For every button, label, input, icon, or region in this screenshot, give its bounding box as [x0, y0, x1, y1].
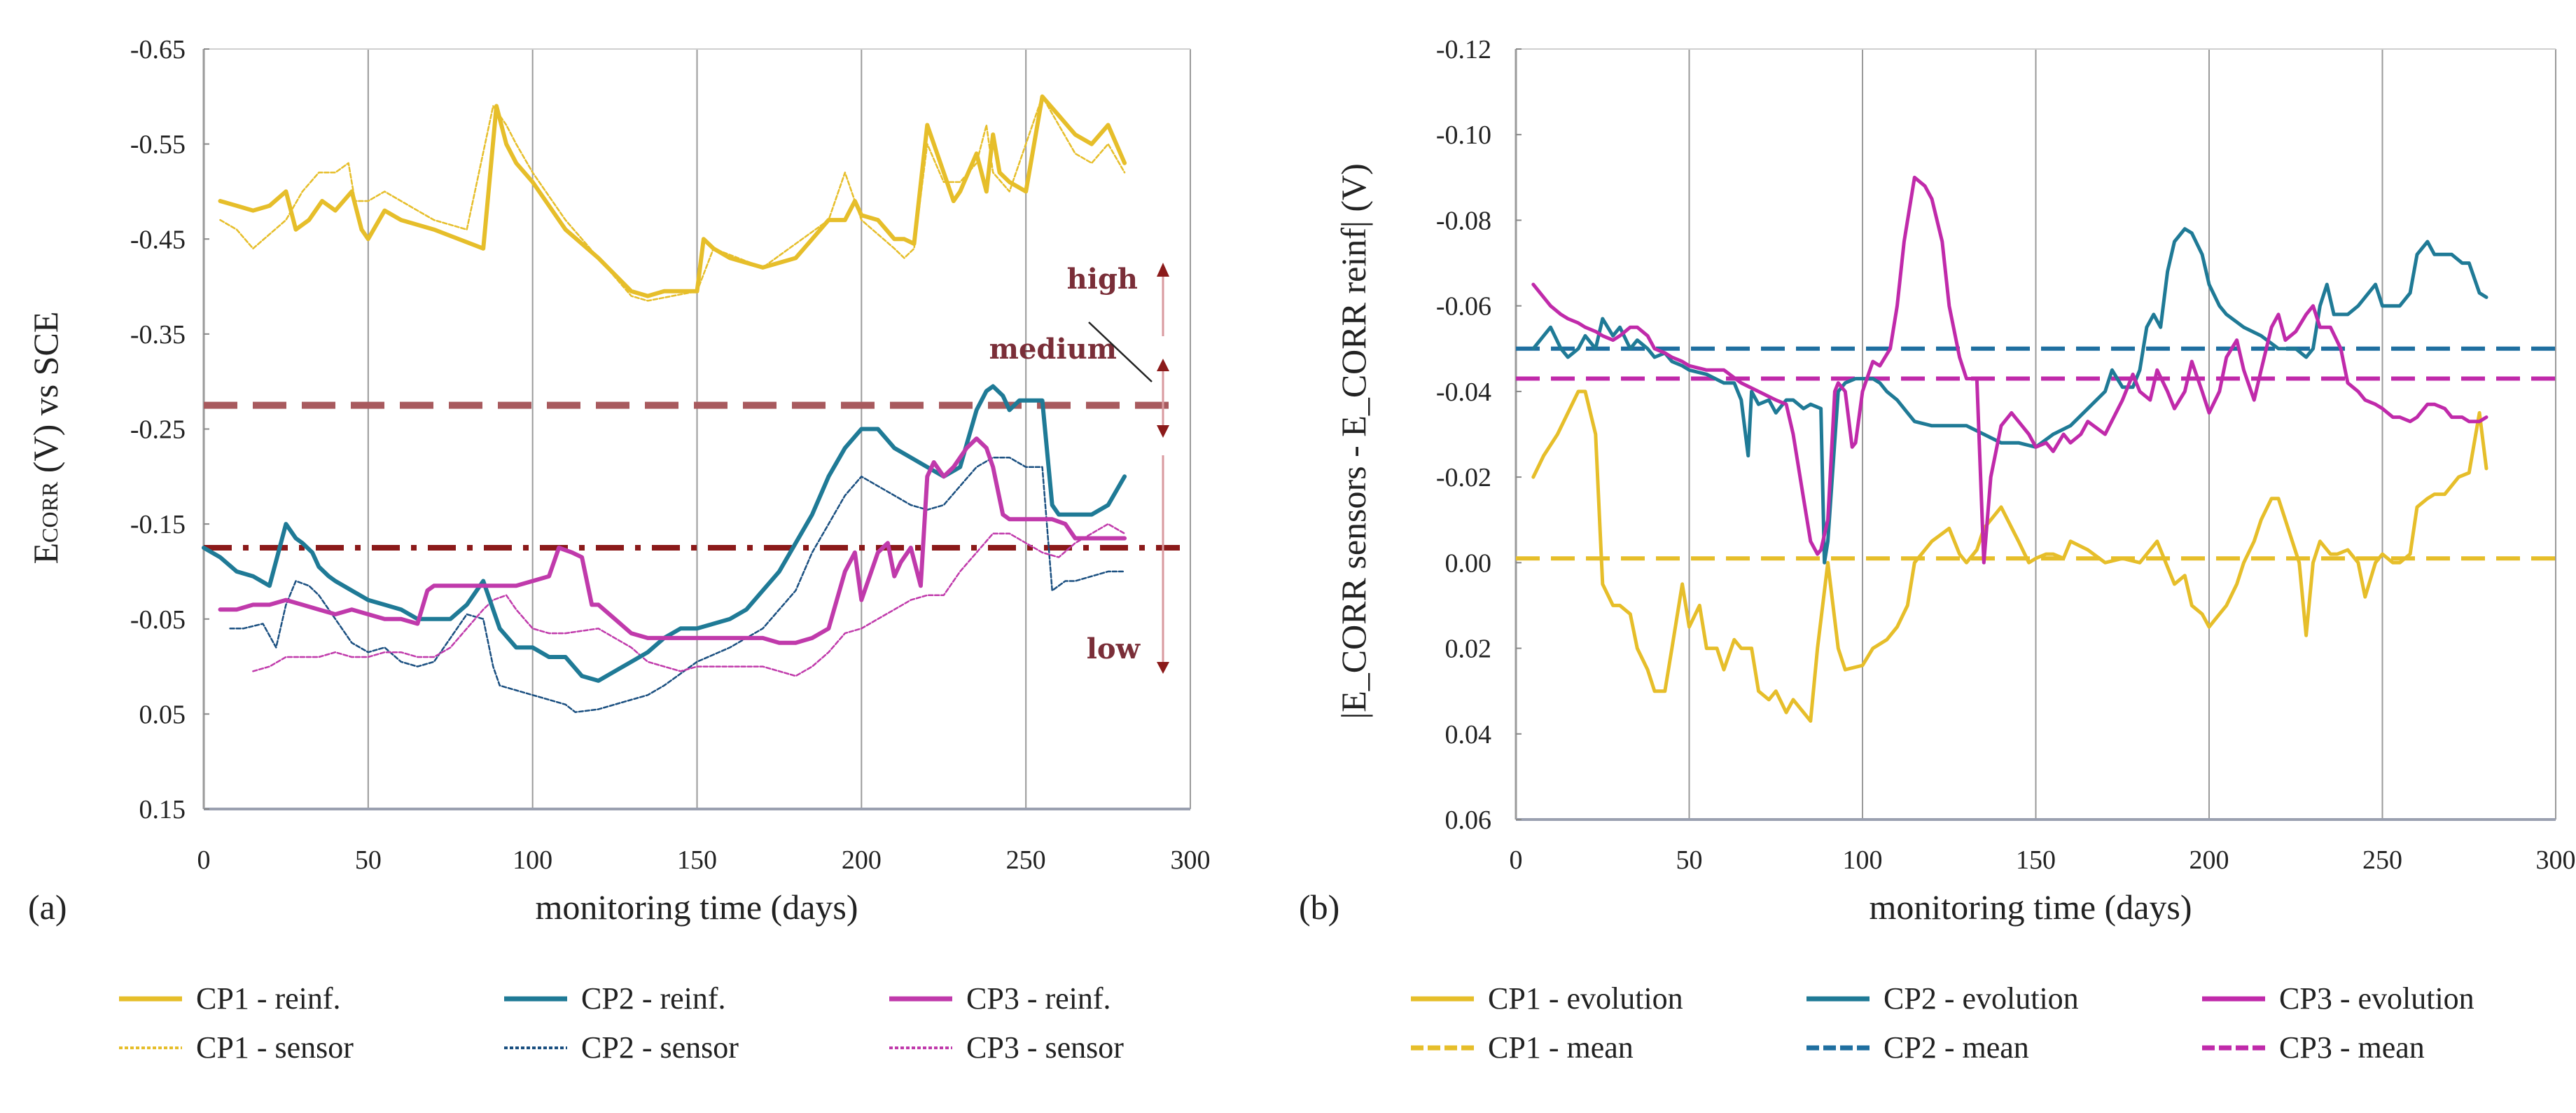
- y-tick-label: -0.55: [130, 130, 186, 160]
- chart-a-y-axis-title: ECORR (V) vs SCE: [26, 312, 65, 565]
- y-tick-label: -0.15: [130, 510, 186, 539]
- x-tick-label: 100: [513, 845, 552, 875]
- y-tick-label: -0.65: [130, 35, 186, 64]
- legend-item: CP2 - sensor: [504, 1030, 739, 1065]
- chart-b-x-axis-title: monitoring time (days): [1869, 887, 2192, 927]
- y-tick-label: 0.06: [1445, 806, 1492, 835]
- legend-label: CP2 - evolution: [1884, 981, 2079, 1016]
- chart-b-legend: CP1 - evolution CP2 - evolution CP3 - evol…: [1411, 981, 2474, 1065]
- x-tick-label: 150: [677, 845, 717, 875]
- legend-label: CP3 - reinf.: [966, 981, 1111, 1016]
- chart-a: 0 50 100 150 200 250 300 -0.65-0.55-0.45-0.35-…: [26, 35, 1211, 1065]
- legend-item: CP1 - reinf.: [119, 981, 341, 1016]
- chart-a-thresholds: [204, 401, 1180, 551]
- y-tick-label: 0.00: [1445, 548, 1492, 578]
- x-tick-label: 250: [1006, 845, 1046, 875]
- series-line-cp3-evolution: [1531, 175, 2488, 565]
- legend-label: CP1 - reinf.: [196, 981, 341, 1016]
- x-tick-label: 0: [1510, 845, 1523, 875]
- legend-label: CP1 - mean: [1488, 1030, 1634, 1065]
- legend-item: CP3 - evolution: [2202, 981, 2474, 1016]
- legend-item: CP2 - evolution: [1806, 981, 2079, 1016]
- chart-a-panel-label: (a): [28, 887, 67, 927]
- chart-a-series: [202, 94, 1127, 713]
- series-line-cp2-reinf: [202, 384, 1127, 683]
- legend-label: CP2 - reinf.: [581, 981, 726, 1016]
- zone-label-high: high: [1067, 263, 1138, 296]
- legend-label: CP1 - sensor: [196, 1030, 354, 1065]
- chart-b: 0 50 100 150 200 250 300 0.06 0.04 0.02 0.00 -0.02…: [1299, 35, 2576, 1065]
- legend-label: CP1 - evolution: [1488, 981, 1683, 1016]
- legend-item: CP1 - mean: [1411, 1030, 1634, 1065]
- legend-item: CP1 - evolution: [1411, 981, 1683, 1016]
- y-tick-label: -0.05: [130, 605, 186, 635]
- y-tick-label: -0.08: [1436, 206, 1491, 235]
- y-tick-label: 0.05: [139, 700, 186, 729]
- y-tick-label: 0.04: [1445, 720, 1492, 749]
- x-tick-label: 100: [1843, 845, 1883, 875]
- series-line-cp2-evolution: [1531, 227, 2488, 565]
- y-tick-label: 0.02: [1445, 635, 1492, 664]
- chart-b-y-ticks: 0.06 0.04 0.02 0.00 -0.02 -0.04 -0.06 -0.08 -0.1…: [1436, 35, 1522, 835]
- y-tick-label: -0.06: [1436, 292, 1491, 322]
- chart-a-gridlines: [367, 49, 1191, 809]
- legend-label: CP3 - evolution: [2279, 981, 2474, 1016]
- chart-b-gridlines: [1688, 49, 2556, 820]
- legend-item: CP3 - mean: [2202, 1030, 2425, 1065]
- y-tick-label: -0.12: [1436, 35, 1491, 64]
- y-tick-label: -0.10: [1436, 120, 1491, 150]
- series-line-cp3-sensor: [252, 523, 1126, 677]
- legend-label: CP3 - mean: [2279, 1030, 2425, 1065]
- y-tick-label: -0.35: [130, 320, 186, 350]
- x-tick-label: 50: [1676, 845, 1703, 875]
- chart-b-panel-label: (b): [1299, 887, 1339, 927]
- x-tick-label: 250: [2362, 845, 2402, 875]
- chart-a-zone-annotations: high medium low: [989, 263, 1169, 674]
- chart-b-y-axis-title: |E_CORR sensors - E_CORR reinf| (V): [1334, 163, 1373, 719]
- y-tick-label: -0.25: [130, 415, 186, 445]
- x-tick-label: 200: [2189, 845, 2229, 875]
- legend-label: CP2 - mean: [1884, 1030, 2029, 1065]
- x-tick-label: 300: [1171, 845, 1211, 875]
- series-line-cp2-sensor: [229, 456, 1126, 713]
- low-zone-arrow: [1157, 455, 1169, 674]
- x-tick-label: 0: [197, 845, 211, 875]
- legend-item: CP2 - mean: [1806, 1030, 2029, 1065]
- series-line-cp1-sensor: [219, 95, 1126, 302]
- medium-zone-arrow: [1157, 359, 1169, 438]
- chart-a-y-ticks: -0.65 -0.55 -0.45 -0.35 -0.25 -0.15 -0.05 0.05 0…: [130, 35, 209, 824]
- x-tick-label: 150: [2016, 845, 2056, 875]
- legend-item: CP3 - reinf.: [889, 981, 1111, 1016]
- zone-label-low: low: [1087, 632, 1141, 665]
- chart-b-x-ticks: 0 50 100 150 200 250 300: [1510, 845, 2576, 875]
- legend-item: CP2 - reinf.: [504, 981, 726, 1016]
- y-tick-label: -0.45: [130, 225, 186, 254]
- x-tick-label: 200: [842, 845, 882, 875]
- y-tick-label: 0.15: [139, 795, 186, 824]
- series-line-cp3-reinf: [218, 436, 1127, 645]
- medium-leader-line: [1088, 322, 1153, 382]
- legend-label: CP2 - sensor: [581, 1030, 739, 1065]
- y-tick-label: -0.02: [1436, 463, 1491, 492]
- chart-b-series: [1516, 175, 2556, 723]
- high-zone-arrow: [1157, 263, 1169, 336]
- chart-a-x-axis-title: monitoring time (days): [535, 887, 858, 927]
- series-line-cp1-reinf: [218, 94, 1127, 298]
- chart-a-x-ticks: 0 50 100 150 200 250 300: [197, 845, 1211, 875]
- legend-item: CP1 - sensor: [119, 1030, 354, 1065]
- series-line-cp1-evolution: [1531, 389, 2488, 723]
- zone-label-medium: medium: [989, 333, 1117, 366]
- x-tick-label: 300: [2536, 845, 2576, 875]
- x-tick-label: 50: [355, 845, 382, 875]
- legend-label: CP3 - sensor: [966, 1030, 1124, 1065]
- legend-item: CP3 - sensor: [889, 1030, 1124, 1065]
- chart-b-frame: [1515, 48, 2556, 821]
- chart-a-legend: CP1 - reinf. CP2 - reinf. CP3 - reinf. CP1 …: [119, 981, 1124, 1065]
- y-tick-label: -0.04: [1436, 378, 1491, 407]
